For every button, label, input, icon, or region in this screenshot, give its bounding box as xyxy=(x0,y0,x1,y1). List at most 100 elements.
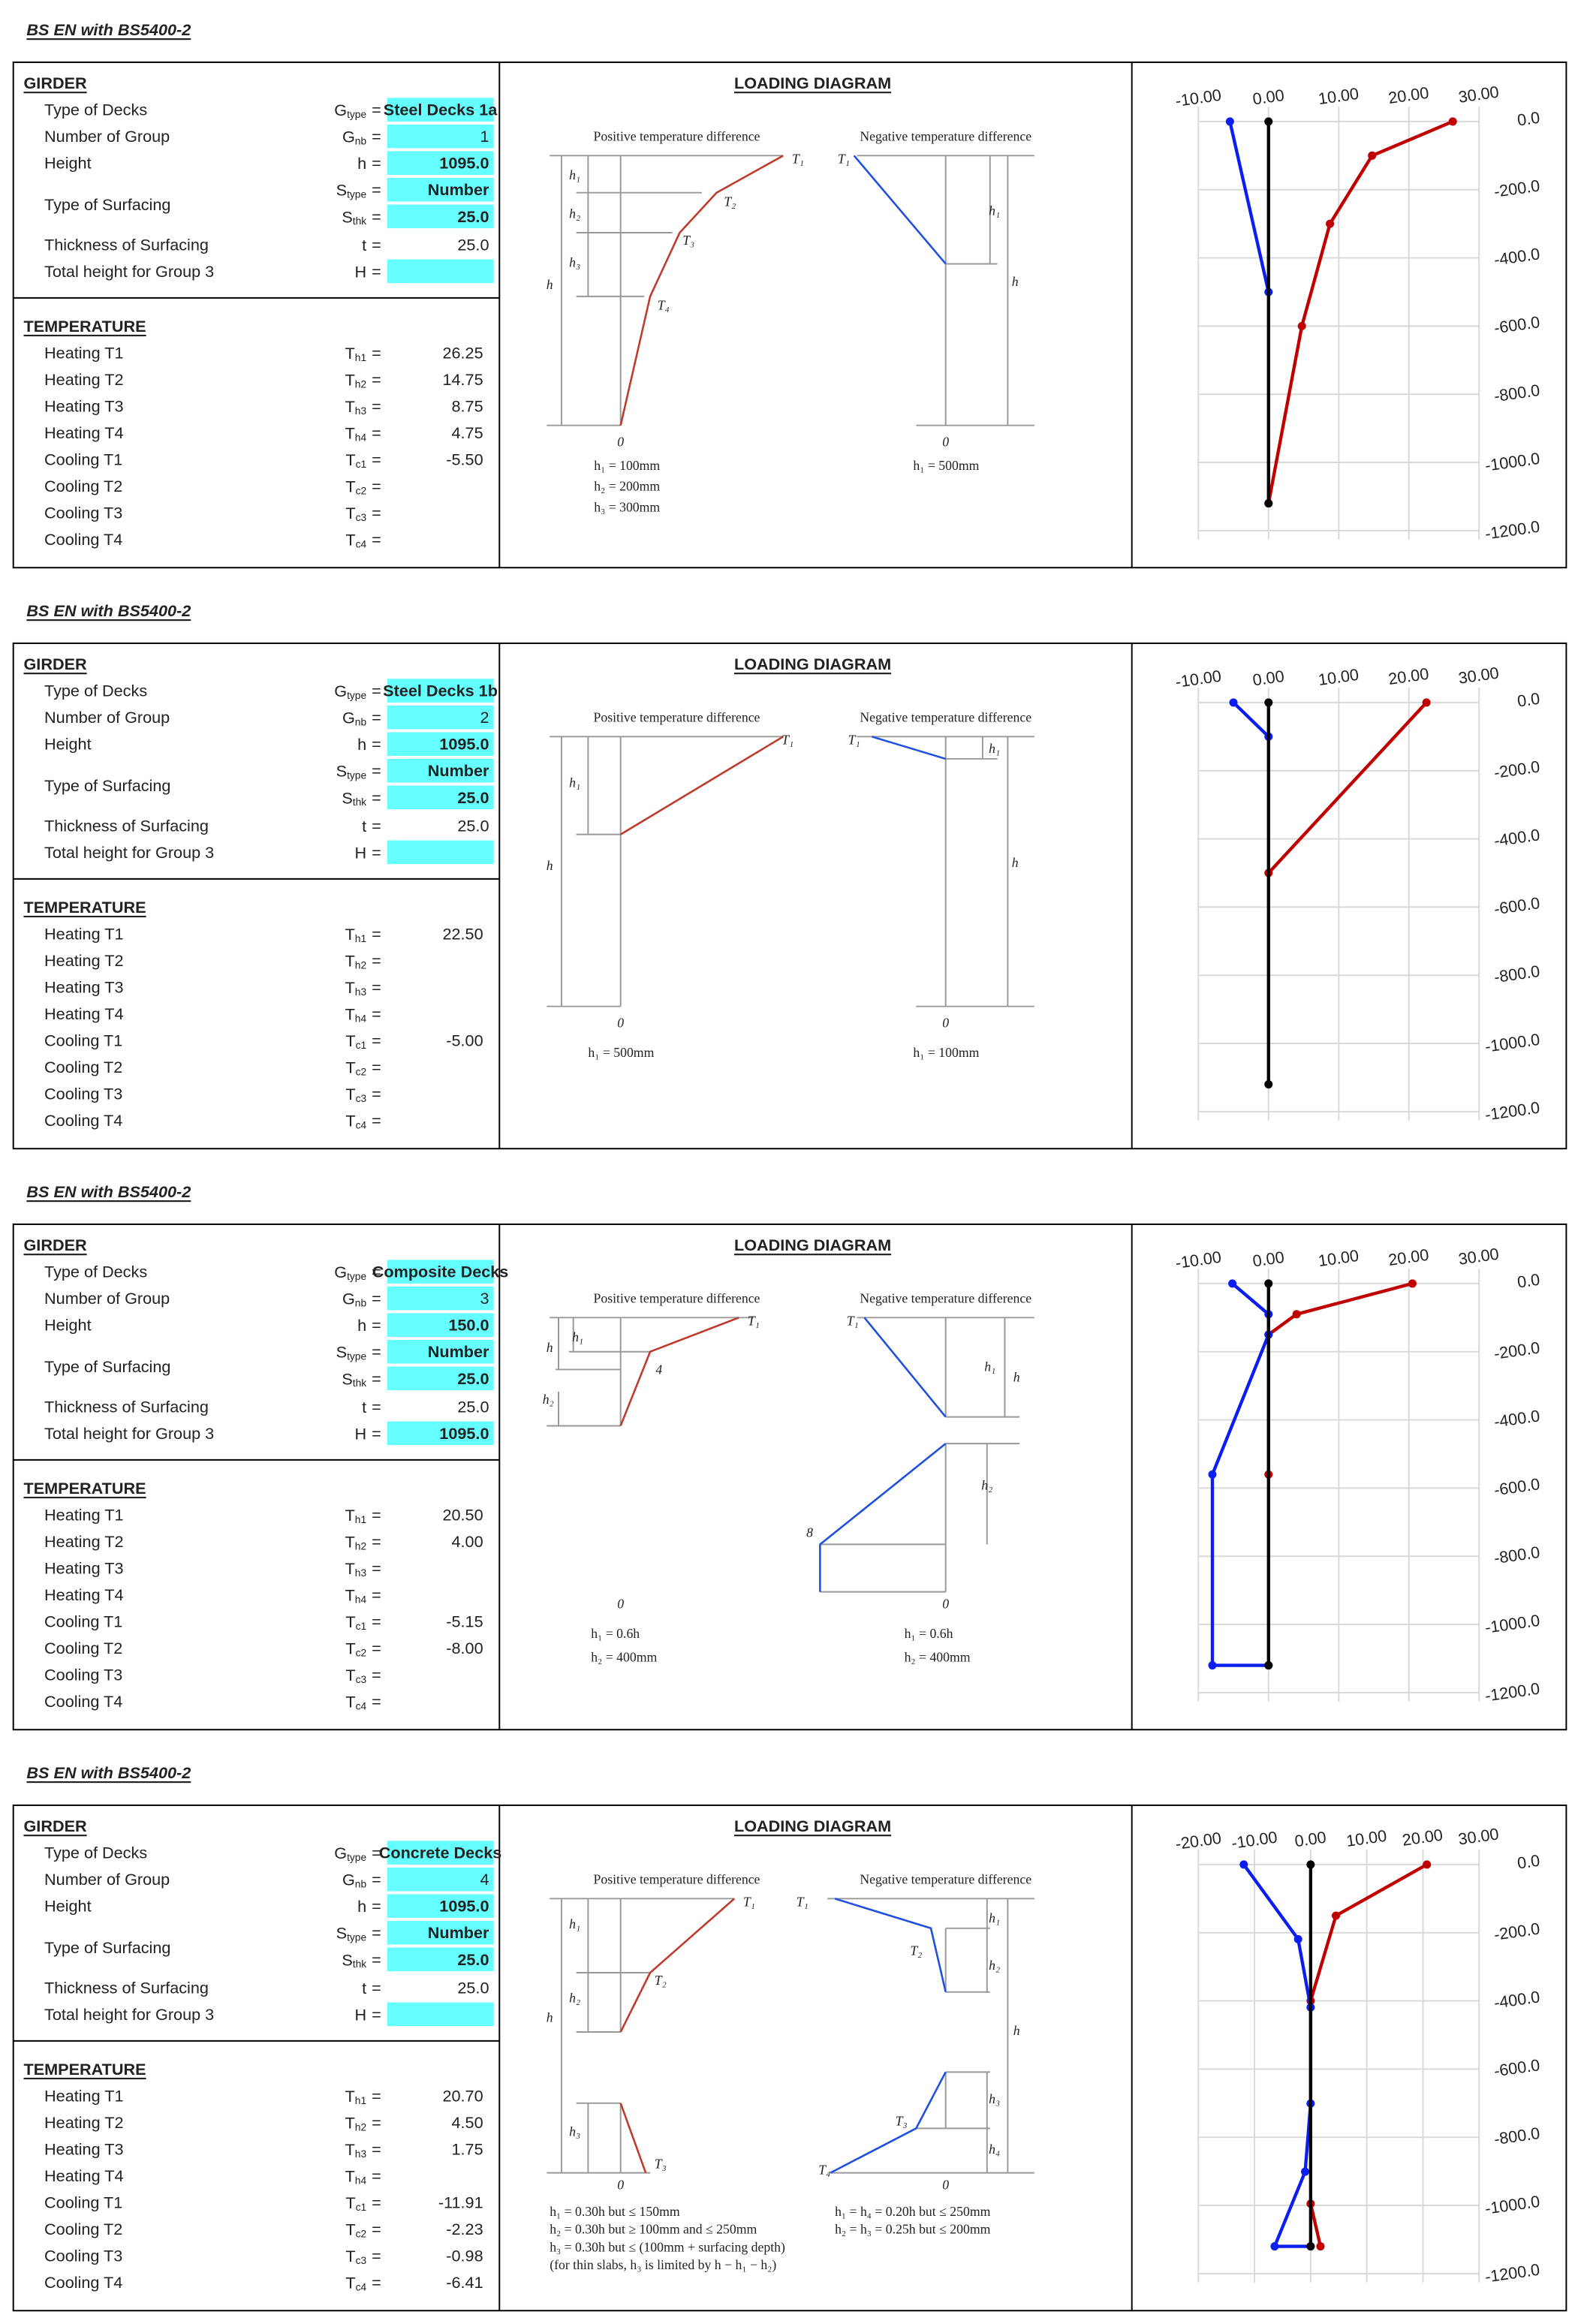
diagram-label: h xyxy=(547,1340,553,1355)
symbol-main: T xyxy=(345,1505,355,1524)
diagram-label: h₃ xyxy=(569,2124,580,2139)
value-cell xyxy=(387,679,494,703)
value: 1095.0 xyxy=(439,735,489,754)
symbol-main: t xyxy=(362,1397,366,1416)
diagram-subtitle: Positive temperature difference xyxy=(594,1872,760,1887)
value: -0.98 xyxy=(446,2247,483,2265)
diagram-label: T₂ xyxy=(655,1973,667,1988)
value-cell xyxy=(387,840,494,865)
diagram-label: h₁ xyxy=(989,741,1000,756)
x-tick-label: 20.00 xyxy=(1387,664,1430,688)
symbol: Th3 xyxy=(345,396,367,416)
value: 1.75 xyxy=(452,2139,483,2158)
symbol-sub: h3 xyxy=(355,986,367,997)
value: 1095.0 xyxy=(439,1897,489,1916)
diagram-heading: LOADING DIAGRAM xyxy=(734,1236,891,1254)
value: 25.0 xyxy=(457,1369,489,1388)
symbol-sub: thk xyxy=(353,215,366,227)
section-heading: TEMPERATURE xyxy=(23,2060,146,2079)
equals: = xyxy=(372,477,381,495)
symbol-sub: c2 xyxy=(356,1647,367,1658)
row-label: Cooling T2 xyxy=(44,477,122,495)
symbol-sub: h1 xyxy=(355,1513,366,1525)
diagram-note: h₂ = h₃ = 0.25h but ≤ 200mm xyxy=(835,2222,991,2237)
symbol: Sthk xyxy=(342,1950,366,1970)
y-tick-label: -1000.0 xyxy=(1484,1611,1541,1637)
symbol-main: S xyxy=(342,1369,352,1388)
symbol-sub: nb xyxy=(355,716,367,727)
row-label: Cooling T2 xyxy=(44,2220,122,2238)
data-point xyxy=(1297,321,1306,330)
y-tick-label: 0.0 xyxy=(1516,1851,1540,1873)
equals: = xyxy=(372,1263,381,1281)
symbol-sub: h1 xyxy=(355,932,366,944)
symbol: t xyxy=(362,816,366,835)
y-tick-label: 0.0 xyxy=(1516,108,1540,130)
row-label: Type of Surfacing xyxy=(44,195,170,214)
data-point xyxy=(1264,1279,1273,1288)
equals: = xyxy=(372,1666,381,1684)
sheet: BS EN with BS5400-2 GIRDER Type of Decks Gt… xyxy=(12,20,1567,569)
row-label: Type of Decks xyxy=(44,1844,147,1862)
symbol: Stype xyxy=(336,180,367,200)
diagram-note: h₂ = 200mm xyxy=(594,479,660,494)
symbol: Gtype xyxy=(334,101,366,120)
y-tick-label: -200.0 xyxy=(1492,757,1540,781)
value-cell xyxy=(387,259,494,284)
diagram-label: T₂ xyxy=(724,194,736,209)
diagram-label: h₁ xyxy=(569,167,580,182)
diagram-heading: LOADING DIAGRAM xyxy=(734,655,891,673)
diagram-heading: LOADING DIAGRAM xyxy=(734,74,891,92)
data-point xyxy=(1264,1080,1273,1089)
diagram-label: T₄ xyxy=(818,2163,830,2178)
symbol-main: S xyxy=(336,1342,347,1361)
symbol-sub: h2 xyxy=(355,378,366,390)
symbol: Tc3 xyxy=(345,1666,366,1685)
diagram-label: h xyxy=(547,858,553,873)
equals: = xyxy=(372,1692,381,1711)
symbol: Tc1 xyxy=(345,1031,366,1051)
symbol-sub: h2 xyxy=(355,2121,366,2133)
section-heading: TEMPERATURE xyxy=(23,898,146,917)
series-line xyxy=(1308,1863,1428,2247)
diagram-label: T₁ xyxy=(848,732,860,747)
symbol: Gnb xyxy=(342,1870,366,1889)
x-tick-label: 10.00 xyxy=(1317,84,1360,108)
value: 4.75 xyxy=(452,423,483,442)
symbol: Tc3 xyxy=(345,2247,366,2266)
symbol-main: G xyxy=(334,682,347,700)
row-label: Cooling T3 xyxy=(44,1666,122,1684)
row-label: Cooling T3 xyxy=(44,504,122,522)
symbol-main: T xyxy=(345,2166,355,2185)
value-cell xyxy=(387,758,494,783)
diagram-label: h₄ xyxy=(989,2142,1000,2157)
row-label: Heating T4 xyxy=(44,423,123,442)
sheet-title: BS EN with BS5400-2 xyxy=(26,20,191,39)
diagram-label: h₃ xyxy=(569,254,580,269)
row-label: Cooling T2 xyxy=(44,1058,122,1076)
diagram-label: h₁ xyxy=(572,1329,583,1344)
symbol-main: G xyxy=(342,1289,355,1308)
data-point xyxy=(1264,499,1273,508)
equals: = xyxy=(372,423,381,442)
section-heading: GIRDER xyxy=(23,655,87,673)
symbol-sub: c3 xyxy=(356,512,367,523)
diagram-subtitle: Negative temperature difference xyxy=(860,710,1031,725)
y-tick-label: -800.0 xyxy=(1492,2124,1540,2148)
diagram-label: h₂ xyxy=(989,1958,1000,1973)
equals: = xyxy=(372,2005,381,2024)
symbol-sub: c1 xyxy=(356,459,367,470)
equals: = xyxy=(372,262,381,281)
symbol: Gnb xyxy=(342,1289,366,1308)
value: -5.15 xyxy=(446,1612,483,1631)
value: 25.0 xyxy=(457,816,489,835)
equals: = xyxy=(372,207,381,226)
value-cell xyxy=(387,732,494,756)
equals: = xyxy=(372,2166,381,2185)
x-tick-label: 30.00 xyxy=(1457,1244,1500,1268)
symbol-main: T xyxy=(345,1612,355,1631)
symbol: Th1 xyxy=(345,343,367,363)
symbol: Tc4 xyxy=(345,530,366,549)
